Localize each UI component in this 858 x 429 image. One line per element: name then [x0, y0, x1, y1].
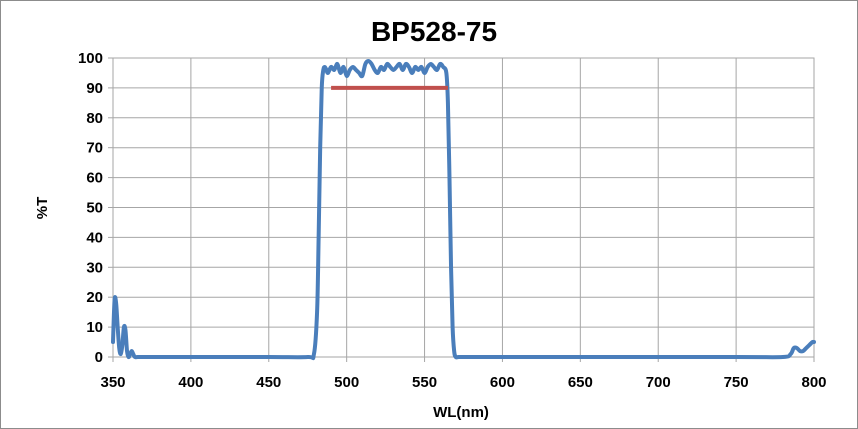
x-axis-label: WL(nm)	[433, 404, 489, 421]
x-tick-label: 700	[646, 374, 671, 391]
x-tick-label: 350	[100, 374, 125, 391]
x-tick-label: 500	[334, 374, 359, 391]
y-tick-label: 40	[86, 229, 103, 246]
series-line-0	[111, 58, 816, 361]
x-tick-label: 400	[178, 374, 203, 391]
y-tick-label: 90	[86, 80, 103, 97]
y-tick-label: 60	[86, 170, 103, 187]
x-tick-label: 600	[490, 374, 515, 391]
y-tick-label: 70	[86, 140, 103, 157]
y-tick-label: 0	[95, 349, 103, 366]
tick-labels: 0 10 20 30 40 50 60 70 80 90 100 350 400 450 500 550 600…	[78, 50, 827, 391]
chart-title: BP528-75	[371, 16, 497, 47]
y-tick-label: 10	[86, 319, 103, 336]
x-tick-label: 450	[256, 374, 281, 391]
y-tick-label: 30	[86, 259, 103, 276]
y-axis-label: %T	[34, 197, 51, 220]
x-tick-label: 800	[801, 374, 826, 391]
series-layer	[111, 58, 816, 361]
x-tick-label: 550	[412, 374, 437, 391]
grid	[108, 57, 815, 362]
x-tick-label: 750	[724, 374, 749, 391]
y-tick-label: 80	[86, 110, 103, 127]
y-tick-label: 100	[78, 50, 103, 67]
y-tick-label: 20	[86, 289, 103, 306]
x-tick-label: 650	[568, 374, 593, 391]
y-tick-label: 50	[86, 200, 103, 217]
